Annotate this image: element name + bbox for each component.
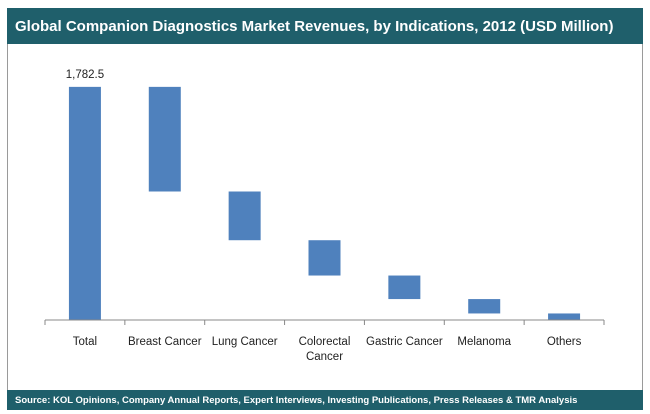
bar-2	[228, 191, 261, 241]
x-tick-label-6: Others	[547, 336, 582, 348]
bar-1	[148, 86, 181, 192]
x-tick-label-line: Melanoma	[457, 336, 511, 348]
x-tick-label-line: Others	[547, 336, 582, 348]
chart-title: Global Companion Diagnostics Market Reve…	[7, 8, 643, 44]
bar-5	[468, 299, 501, 314]
x-tick-label-line: Lung Cancer	[212, 336, 278, 348]
x-tick-label-0: Total	[73, 336, 97, 348]
x-tick-label-3: Colorectal Cancer	[299, 336, 351, 363]
x-tick-label-line: Colorectal	[299, 336, 351, 348]
ticks-layer	[44, 320, 605, 325]
bar-4	[388, 275, 421, 300]
x-tick-label-line: Gastric Cancer	[366, 336, 443, 348]
x-tick-label-line: Total	[73, 336, 97, 348]
bar-0	[68, 86, 101, 320]
x-tick-label-line: Breast Cancer	[128, 336, 202, 348]
source-note: Source: KOL Opinions, Company Annual Rep…	[7, 390, 643, 410]
data-label-0: 1,782.5	[66, 69, 104, 81]
bar-6	[548, 313, 581, 320]
bars-layer	[68, 86, 581, 320]
x-tick-label-5: Melanoma	[457, 336, 511, 348]
labels-layer: 1,782.5 Total Breast Cancer Lung Cancer Colo…	[66, 69, 582, 363]
x-tick-label-4: Gastric Cancer	[366, 336, 443, 348]
x-tick-label-1: Breast Cancer	[128, 336, 202, 348]
bar-3	[308, 240, 341, 276]
x-tick-label-line: Cancer	[306, 351, 343, 363]
x-tick-label-2: Lung Cancer	[212, 336, 278, 348]
chart-frame	[7, 8, 643, 406]
